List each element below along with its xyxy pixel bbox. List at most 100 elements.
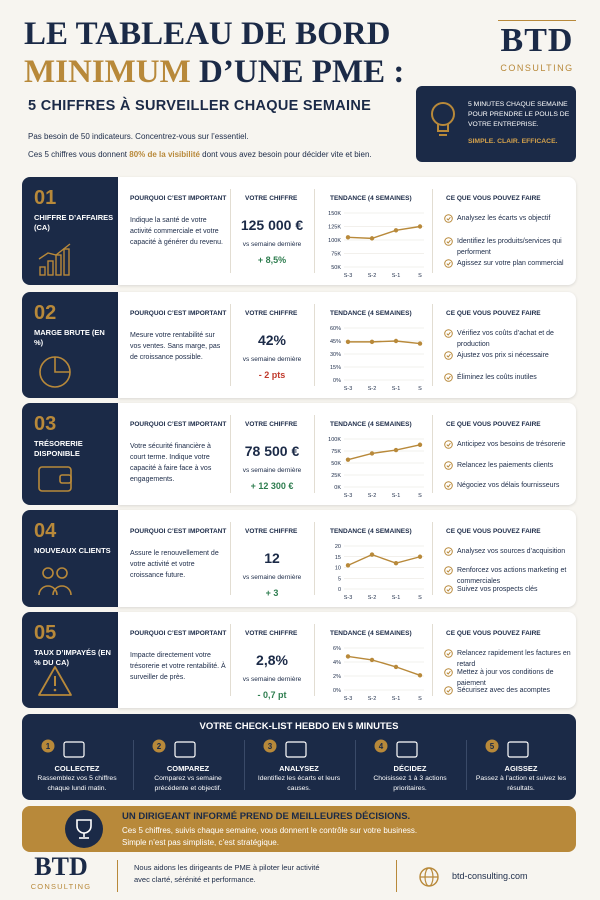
footer-url[interactable]: btd-consulting.com (452, 871, 528, 881)
icon-part (444, 686, 453, 696)
kpi-action: Agissez sur votre plan commercial (457, 260, 564, 268)
brand-sub: CONSULTING (500, 63, 574, 73)
column-header: POURQUOI C’EST IMPORTANT (130, 195, 227, 202)
column-header: VOTRE CHIFFRE (245, 528, 298, 535)
column-header: POURQUOI C’EST IMPORTANT (130, 421, 227, 428)
check-icon (444, 351, 453, 360)
trend-point (345, 235, 351, 240)
column-header: TENDANCE (4 SEMAINES) (330, 630, 412, 637)
y-tick-label: 75K (331, 252, 341, 258)
kpi-action: Vérifiez vos coûts d’achat et de product… (457, 330, 554, 348)
divider (396, 860, 397, 892)
badge-circle (41, 739, 55, 753)
trend-point (393, 664, 399, 670)
kpi-number: 05 (34, 622, 57, 644)
step-badge: 5 (485, 739, 499, 753)
kpi-label: TAUX D’IMPAYÉS (EN % DU CA) (34, 648, 111, 667)
trend-line (347, 553, 421, 566)
badge-circle (152, 739, 166, 753)
trend-point (393, 561, 399, 566)
separator (244, 740, 245, 790)
separator (314, 522, 315, 595)
kpi-action: Anticipez vos besoins de trésorerie (457, 441, 566, 448)
y-tick-label: 45% (330, 339, 341, 345)
icon-part (63, 248, 70, 276)
icon-part (446, 463, 451, 468)
column-header: TENDANCE (4 SEMAINES) (330, 195, 412, 202)
kpi-side: 05 TAUX D’IMPAYÉS (EN % DU CA) (22, 612, 118, 708)
x-tick-label: S (418, 595, 422, 601)
kpi-compare: vs semaine dernière (242, 467, 302, 474)
intro: Pas besoin de 50 indicateurs. Concentrez… (28, 132, 249, 141)
icon-part (444, 440, 453, 449)
icon-part (59, 474, 72, 484)
y-tick-label: 100K (328, 238, 341, 244)
step-icon (396, 741, 418, 758)
kpi-card: POURQUOI C’EST IMPORTANT VOTRE CHIFFRE TEN… (118, 292, 576, 398)
column-header: POURQUOI C’EST IMPORTANT (130, 528, 227, 535)
icon-part (444, 649, 453, 658)
x-tick-label: S-2 (368, 386, 377, 392)
step-badge: 2 (152, 739, 166, 753)
icon-part (444, 329, 453, 338)
check-icon (444, 259, 453, 269)
kpi-icon (39, 356, 71, 388)
kpi-action: Identifiez les produits/services qui per… (457, 237, 562, 256)
y-tick-label: 4% (333, 660, 341, 666)
separator (230, 415, 231, 493)
trend-chart: 0% 15% 30% 45% 60% S-3 S-2 S-1 S (330, 326, 424, 392)
icon-part (444, 259, 453, 269)
intro-text: dont vous avez besoin pour décider vite … (199, 150, 372, 159)
kpi-card: POURQUOI C’EST IMPORTANT VOTRE CHIFFRE TEN… (118, 510, 576, 607)
trend-point (417, 341, 423, 346)
icon-part (444, 667, 453, 677)
trend-point (369, 451, 375, 456)
title-highlight: MINIMUM (24, 54, 191, 90)
intro-highlight: 80% de la visibilité (129, 150, 200, 159)
separator (314, 304, 315, 386)
kpi-why: Impacte directement votre trésorerie et … (130, 652, 226, 681)
kpi-icon (38, 243, 71, 276)
callout-tagline: SIMPLE. CLAIR. EFFICACE. (468, 138, 558, 145)
banner: UN DIRIGEANT INFORMÉ PREND DE MEILLEURES… (22, 806, 576, 852)
trend-point (345, 339, 351, 345)
icon-part (446, 331, 451, 336)
y-tick-label: 100K (328, 437, 341, 443)
icon-part (444, 566, 453, 575)
x-tick-label: S (418, 386, 422, 392)
step-text: Passez à l’action et suivez les résultat… (475, 775, 567, 792)
kpi-delta: + 3 (265, 588, 279, 598)
trend-point (369, 339, 375, 345)
kpi-number: 02 (34, 302, 57, 324)
column-header: TENDANCE (4 SEMAINES) (330, 528, 412, 535)
step-icon (507, 741, 529, 758)
column-header: CE QUE VOUS POUVEZ FAIRE (446, 310, 541, 317)
trend-line (348, 340, 421, 345)
trend-point (393, 447, 399, 453)
icon-part (42, 567, 54, 579)
separator (432, 624, 433, 696)
separator (314, 624, 315, 696)
trend-point (369, 236, 375, 241)
separator (432, 415, 433, 493)
kpi-action: Analysez les écarts vs objectif (457, 215, 551, 222)
step-title: COMPAREZ (166, 764, 210, 773)
trend-point (417, 442, 423, 447)
y-tick-label: 50K (331, 461, 341, 467)
intro-text: Ces 5 chiffres vous donnent (28, 150, 130, 159)
check-icon (444, 440, 453, 449)
badge-circle (263, 739, 277, 753)
column-header: VOTRE CHIFFRE (245, 310, 298, 317)
trend-point (369, 552, 375, 557)
icon-part (56, 567, 68, 579)
trend-point (345, 654, 351, 659)
column-header: POURQUOI C’EST IMPORTANT (130, 310, 227, 317)
icon-part (38, 585, 58, 596)
step-text: Choisissez 1 à 3 actions prioritaires. (373, 775, 447, 792)
kpi-action: Suivez vos prospects clés (457, 586, 538, 593)
separator (230, 624, 231, 696)
kpi-compare: vs semaine dernière (242, 574, 302, 581)
icon-part (38, 466, 72, 492)
kpi-delta: - 0,7 pt (257, 690, 287, 700)
